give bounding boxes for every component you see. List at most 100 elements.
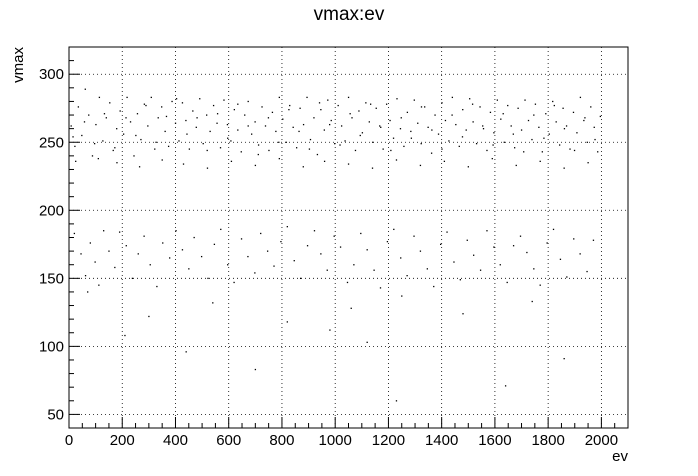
- data-point: [155, 141, 157, 143]
- data-point: [188, 148, 191, 150]
- data-point: [254, 368, 257, 371]
- data-point: [473, 254, 475, 256]
- data-point: [427, 126, 429, 128]
- data-point: [419, 250, 422, 252]
- data-point: [326, 269, 328, 271]
- data-point: [446, 231, 448, 233]
- data-point: [240, 151, 242, 153]
- data-point: [417, 122, 419, 124]
- data-point: [233, 108, 236, 111]
- data-point: [135, 134, 137, 137]
- data-point: [420, 106, 423, 108]
- data-point: [524, 99, 526, 101]
- data-point: [579, 96, 582, 99]
- data-point: [143, 235, 145, 237]
- data-point: [329, 123, 331, 126]
- data-point: [298, 130, 300, 133]
- data-point: [486, 230, 488, 232]
- data-point: [426, 268, 428, 270]
- data-point: [320, 108, 322, 111]
- data-point: [533, 268, 535, 270]
- data-point: [98, 96, 101, 99]
- data-point: [299, 107, 301, 109]
- data-point: [491, 157, 493, 160]
- data-point: [237, 129, 239, 131]
- data-point: [493, 132, 495, 134]
- data-point: [466, 239, 468, 241]
- data-point: [539, 160, 541, 162]
- data-point: [406, 275, 408, 277]
- data-point: [590, 106, 592, 108]
- data-point: [548, 133, 550, 135]
- data-point: [108, 250, 110, 252]
- data-point: [105, 117, 107, 119]
- data-point: [475, 143, 478, 145]
- data-point: [133, 155, 135, 157]
- y-tick-label: 50: [47, 406, 64, 423]
- data-point: [339, 246, 342, 248]
- data-point: [372, 141, 374, 143]
- data-point: [247, 255, 249, 258]
- data-point: [401, 295, 403, 297]
- data-point: [371, 167, 374, 169]
- data-point: [240, 238, 243, 240]
- data-point: [479, 269, 482, 271]
- data-point: [479, 106, 481, 108]
- data-point: [200, 255, 203, 258]
- data-point: [178, 140, 180, 142]
- data-point: [169, 257, 171, 259]
- data-point: [573, 149, 576, 152]
- data-point: [320, 253, 322, 255]
- data-point: [278, 141, 280, 143]
- data-point: [576, 132, 578, 134]
- data-point: [295, 147, 298, 149]
- data-point: [512, 245, 515, 247]
- data-point: [366, 341, 368, 343]
- data-point: [273, 265, 275, 267]
- data-point: [531, 138, 533, 141]
- data-point: [268, 149, 270, 152]
- y-tick-label: 300: [39, 66, 64, 83]
- data-point: [327, 99, 329, 101]
- data-point: [360, 232, 362, 235]
- data-point: [223, 99, 225, 101]
- data-point: [164, 130, 166, 133]
- data-point: [233, 281, 235, 284]
- data-point: [230, 140, 232, 142]
- data-point: [171, 100, 173, 103]
- data-point: [167, 145, 170, 148]
- data-point: [462, 313, 464, 315]
- data-point: [431, 129, 433, 131]
- data-point: [365, 102, 367, 104]
- data-point: [91, 155, 94, 157]
- data-point: [437, 133, 440, 135]
- data-point: [126, 96, 128, 99]
- data-point: [182, 163, 185, 165]
- data-point: [458, 145, 460, 148]
- data-point: [333, 235, 335, 237]
- data-point: [503, 141, 505, 143]
- data-point: [174, 122, 177, 124]
- data-point: [569, 148, 571, 150]
- data-point: [286, 321, 288, 323]
- data-point: [247, 100, 249, 103]
- data-point: [506, 281, 508, 284]
- data-point: [510, 125, 512, 127]
- data-point: [288, 108, 290, 111]
- data-point: [247, 125, 249, 127]
- data-point: [216, 122, 218, 124]
- data-point: [451, 96, 454, 99]
- data-point: [306, 96, 308, 99]
- y-tick-label: 100: [39, 338, 64, 355]
- data-point: [282, 118, 284, 120]
- data-point: [539, 284, 541, 286]
- data-point: [514, 147, 516, 149]
- data-point: [292, 126, 294, 128]
- data-point: [572, 111, 575, 114]
- data-point: [368, 121, 370, 123]
- data-point: [119, 110, 121, 112]
- data-point: [114, 147, 116, 149]
- data-point: [400, 117, 402, 119]
- data-point: [185, 351, 187, 353]
- data-point: [593, 126, 595, 128]
